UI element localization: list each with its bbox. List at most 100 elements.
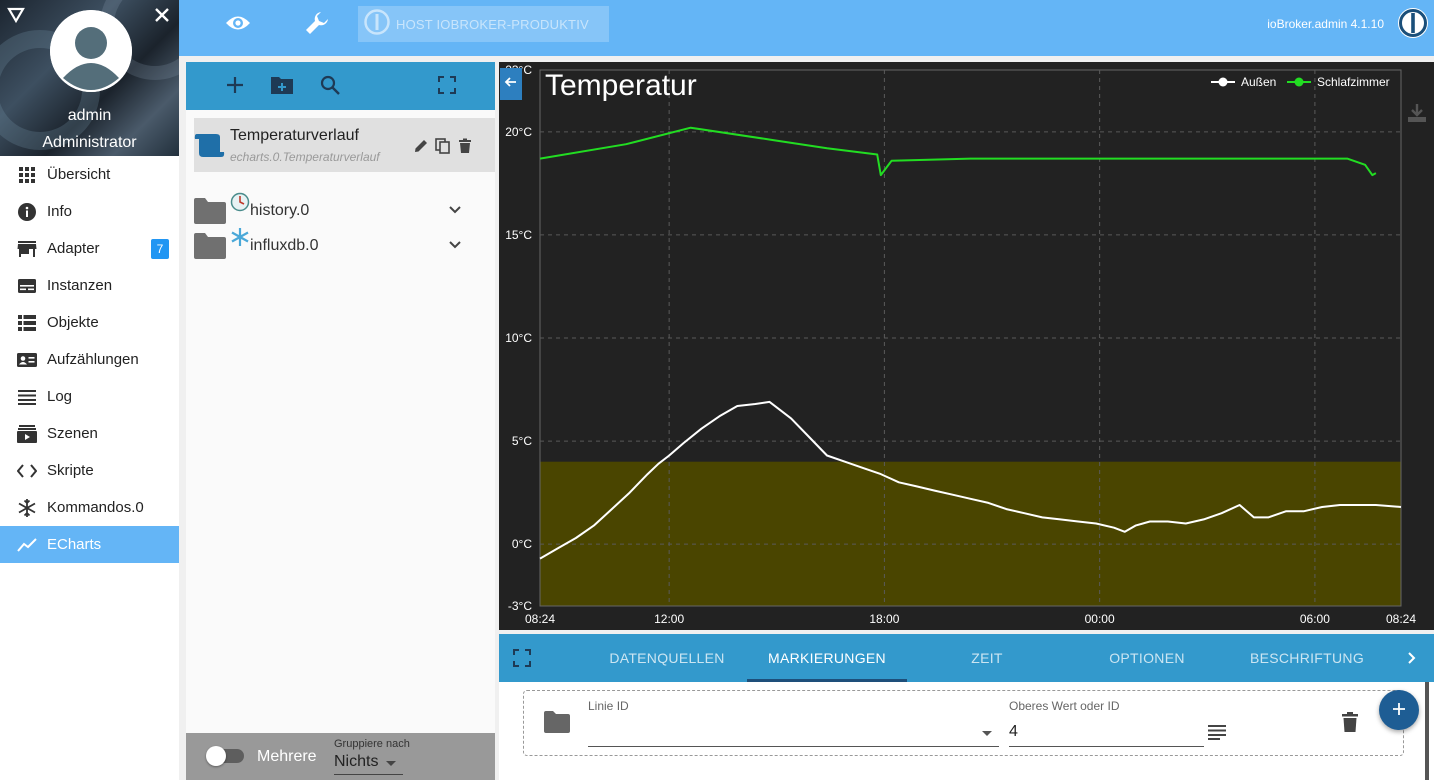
sidebar-item-label: Übersicht (47, 166, 111, 183)
group-by-select[interactable]: Nichts (334, 751, 403, 775)
add-folder-icon[interactable] (270, 74, 294, 101)
sidebar-item-info[interactable]: Info (0, 193, 179, 230)
copy-icon[interactable] (435, 138, 451, 159)
folder-icon (194, 198, 226, 229)
sidebar-item-label: Info (47, 203, 73, 220)
tab-optionen[interactable]: OPTIONEN (1109, 650, 1185, 666)
tree-toolbar (186, 62, 495, 110)
sidebar-item-objekte[interactable]: Objekte (0, 304, 179, 341)
legend-entry: Schlafzimmer (1317, 75, 1390, 89)
select-id-icon[interactable] (1208, 724, 1226, 745)
sidebar-item-label: Aufzählungen (47, 351, 139, 368)
sidebar-item-adapter[interactable]: Adapter 7 (0, 230, 179, 267)
sidebar-item-label: Adapter (47, 240, 100, 257)
x-tick-label: 12:00 (654, 612, 684, 626)
sidebar-item-log[interactable]: Log (0, 378, 179, 415)
iobroker-logo-icon (364, 8, 390, 40)
tab-indicator (747, 679, 907, 682)
scenes-icon (17, 424, 37, 444)
adapter-update-badge: 7 (151, 239, 169, 259)
sidebar-menu: Übersicht Info Adapter 7 Instanzen (0, 156, 179, 563)
iobroker-logo-icon (1397, 7, 1429, 44)
fullscreen-icon[interactable] (438, 76, 456, 99)
chevron-right-icon[interactable] (1404, 648, 1420, 673)
chart-preview: -3°C0°C5°C10°C15°C20°C23°C08:2412:0018:0… (499, 62, 1434, 630)
delete-icon[interactable] (457, 138, 473, 159)
y-tick-label: -3°C (508, 599, 532, 613)
sidebar-item-label: Instanzen (47, 277, 113, 294)
close-icon[interactable] (152, 5, 172, 30)
top-bar: HOST IOBROKER-PRODUKTIV ioBroker.admin 4… (179, 0, 1434, 56)
chart-svg: -3°C0°C5°C10°C15°C20°C23°C08:2412:0018:0… (505, 63, 1416, 626)
chevron-down-icon[interactable] (446, 235, 464, 258)
delete-icon[interactable] (1341, 712, 1359, 737)
eye-icon[interactable] (225, 12, 251, 39)
x-tick-label: 18:00 (869, 612, 899, 626)
profile-name: admin (67, 107, 112, 124)
version-label: ioBroker.admin 4.1.10 (1267, 17, 1384, 31)
sidebar-item-label: Log (47, 388, 73, 405)
sidebar-item-label: Szenen (47, 425, 98, 442)
add-icon (1392, 700, 1406, 721)
sidebar-item-szenen[interactable]: Szenen (0, 415, 179, 452)
avatar (50, 10, 132, 92)
add-icon[interactable] (224, 74, 246, 101)
tree-folder-influxdb[interactable]: influxdb.0 (194, 227, 495, 261)
store-icon (17, 239, 37, 259)
chevron-down-icon[interactable] (446, 200, 464, 223)
series-line-schlafzimmer (539, 126, 1377, 177)
tree-bottom-bar: Mehrere Gruppiere nach Nichts (186, 733, 495, 780)
y-tick-label: 0°C (512, 537, 532, 551)
iobroker-menu-icon[interactable] (7, 6, 25, 29)
fullscreen-icon[interactable] (513, 649, 531, 672)
collapse-tree-button[interactable] (500, 68, 522, 100)
sidebar: admin Administrator Übersicht Info Ad (0, 0, 179, 780)
y-tick-label: 15°C (505, 228, 532, 242)
host-selector[interactable]: HOST IOBROKER-PRODUKTIV (358, 6, 609, 42)
tree-folder-history[interactable]: history.0 (194, 192, 495, 226)
add-marking-button[interactable] (1379, 690, 1419, 730)
chart-item-id: echarts.0.Temperaturverlauf (230, 150, 380, 164)
line-id-caption: Linie ID (588, 699, 629, 713)
y-tick-label: 20°C (505, 125, 532, 139)
group-by-value: Nichts (334, 753, 379, 770)
wrench-icon[interactable] (304, 10, 330, 41)
upper-value-input[interactable] (1009, 717, 1204, 747)
sidebar-item-uebersicht[interactable]: Übersicht (0, 156, 179, 193)
chart-line-icon (17, 535, 37, 555)
history-adapter-icon (230, 192, 250, 217)
x-tick-label: 08:24 (1386, 612, 1416, 626)
tree-item-chart[interactable]: Temperaturverlauf echarts.0.Temperaturve… (194, 118, 495, 172)
tab-beschriftung[interactable]: BESCHRIFTUNG (1249, 650, 1365, 666)
tab-markierungen[interactable]: MARKIERUNGEN (768, 650, 886, 666)
list-icon (17, 313, 37, 333)
info-icon (17, 202, 37, 222)
edit-icon[interactable] (413, 138, 429, 159)
multiple-toggle[interactable] (206, 746, 244, 766)
chart-item-name: Temperaturverlauf (230, 127, 359, 144)
sidebar-item-instanzen[interactable]: Instanzen (0, 267, 179, 304)
scrollbar[interactable] (1425, 682, 1429, 780)
chart-scroll-icon (194, 131, 226, 164)
profile-role: Administrator (42, 134, 137, 151)
line-id-select[interactable] (588, 717, 999, 747)
legend-entry: Außen (1241, 75, 1276, 89)
sidebar-item-kommandos[interactable]: Kommandos.0 (0, 489, 179, 526)
tab-datenquellen[interactable]: DATENQUELLEN (609, 650, 725, 666)
sidebar-item-label: Kommandos.0 (47, 499, 144, 516)
toggle-knob (206, 746, 226, 766)
sidebar-item-skripte[interactable]: Skripte (0, 452, 179, 489)
sidebar-item-echarts[interactable]: ECharts (0, 526, 179, 563)
tab-zeit[interactable]: ZEIT (971, 650, 1003, 666)
folder-label: history.0 (250, 202, 310, 219)
legend-marker (1218, 77, 1228, 87)
host-label: HOST IOBROKER-PRODUKTIV (396, 16, 589, 32)
chart-title: Temperatur (545, 69, 697, 102)
download-icon[interactable] (1406, 102, 1428, 129)
sidebar-item-aufzaehlungen[interactable]: Aufzählungen (0, 341, 179, 378)
folder-icon[interactable] (544, 711, 570, 738)
y-tick-label: 5°C (512, 434, 532, 448)
x-tick-label: 06:00 (1300, 612, 1330, 626)
search-icon[interactable] (319, 74, 341, 101)
